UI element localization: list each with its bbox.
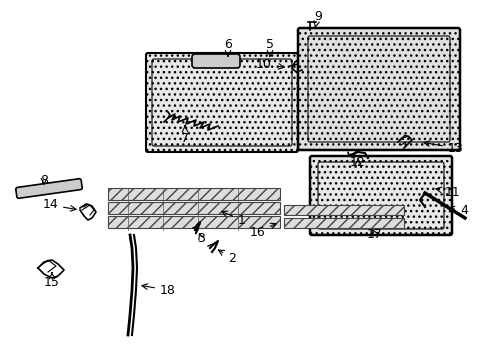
Text: 9: 9 bbox=[313, 9, 321, 28]
Text: 8: 8 bbox=[40, 174, 48, 186]
Text: 12: 12 bbox=[349, 156, 365, 168]
Bar bbox=[284, 218, 403, 228]
Text: 11: 11 bbox=[435, 185, 460, 198]
Text: 10: 10 bbox=[256, 58, 284, 71]
Text: 13: 13 bbox=[423, 141, 463, 154]
Text: 17: 17 bbox=[366, 229, 382, 242]
FancyBboxPatch shape bbox=[192, 54, 240, 68]
Text: 14: 14 bbox=[42, 198, 76, 211]
Bar bbox=[108, 216, 280, 228]
Text: 6: 6 bbox=[224, 37, 231, 56]
Bar bbox=[108, 202, 280, 214]
Bar bbox=[108, 188, 280, 200]
Text: 1: 1 bbox=[221, 211, 245, 226]
Text: 2: 2 bbox=[218, 250, 235, 265]
FancyBboxPatch shape bbox=[309, 156, 451, 235]
Text: 15: 15 bbox=[44, 273, 60, 288]
FancyBboxPatch shape bbox=[16, 179, 82, 198]
Text: 18: 18 bbox=[142, 284, 176, 297]
Text: 5: 5 bbox=[265, 37, 273, 56]
Text: 3: 3 bbox=[197, 231, 204, 244]
FancyBboxPatch shape bbox=[297, 28, 459, 150]
Text: 16: 16 bbox=[249, 223, 276, 238]
Text: 4: 4 bbox=[448, 203, 467, 216]
Bar bbox=[284, 205, 403, 215]
Text: 7: 7 bbox=[181, 126, 189, 144]
FancyBboxPatch shape bbox=[146, 53, 297, 152]
